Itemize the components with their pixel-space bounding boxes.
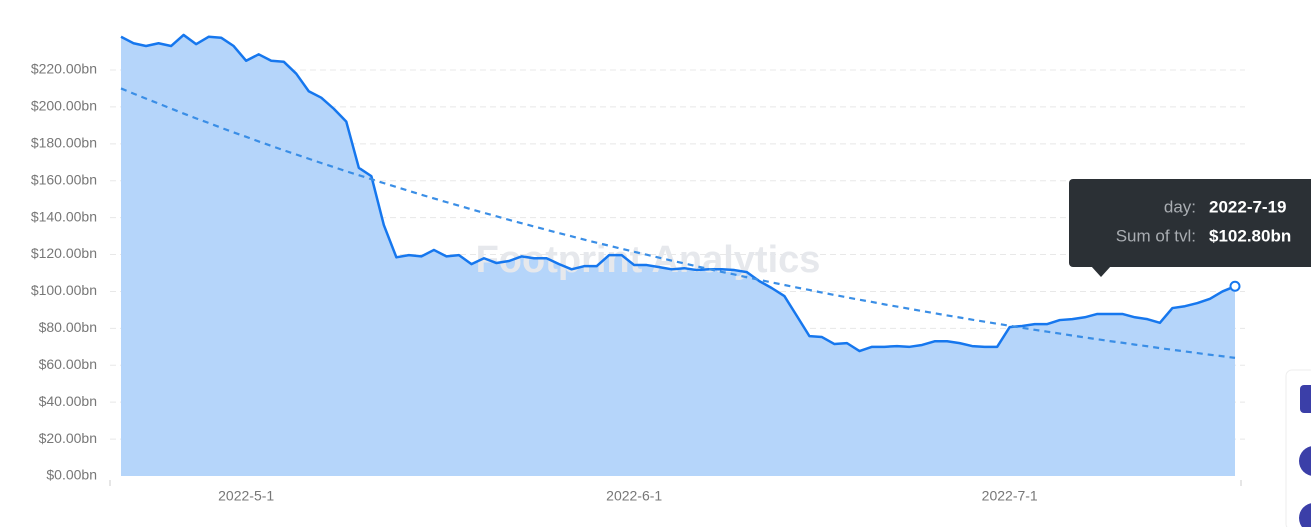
y-tick-label: $40.00bn bbox=[39, 393, 97, 409]
tooltip-value-label: Sum of tvl: bbox=[1116, 226, 1196, 245]
watermark: Footprint Analytics bbox=[476, 239, 821, 281]
tooltip-arrow bbox=[1091, 266, 1111, 277]
y-tick-label: $20.00bn bbox=[39, 430, 97, 446]
y-tick-label: $140.00bn bbox=[31, 208, 97, 224]
y-tick-label: $100.00bn bbox=[31, 282, 97, 298]
tooltip-day: 2022-7-19 bbox=[1209, 197, 1287, 216]
y-tick-label: $200.00bn bbox=[31, 98, 97, 114]
line bbox=[120, 33, 1236, 353]
y-tick-label: $60.00bn bbox=[39, 356, 97, 372]
tooltip-value: $102.80bn bbox=[1209, 226, 1291, 245]
tooltip-box bbox=[1069, 179, 1311, 267]
side-icon[interactable] bbox=[1299, 446, 1311, 476]
highlight-point bbox=[1229, 280, 1241, 292]
x-tick-label: 2022-5-1 bbox=[218, 488, 274, 504]
side-icon[interactable] bbox=[1300, 385, 1311, 413]
tooltip: day: 2022-7-19 Sum of tvl: $102.80bn bbox=[1069, 179, 1311, 277]
side-icons bbox=[1285, 369, 1311, 527]
side-icon[interactable] bbox=[1299, 503, 1311, 527]
y-tick-label: $80.00bn bbox=[39, 319, 97, 335]
trend-line bbox=[120, 87, 1236, 359]
y-tick-label: $180.00bn bbox=[31, 135, 97, 151]
tooltip-day-label: day: bbox=[1164, 197, 1196, 216]
y-tick-label: $220.00bn bbox=[31, 61, 97, 77]
x-tick-label: 2022-7-1 bbox=[982, 488, 1038, 504]
y-tick-label: $120.00bn bbox=[31, 245, 97, 261]
y-tick-label: $0.00bn bbox=[46, 467, 97, 483]
area bbox=[121, 34, 1235, 476]
y-tick-label: $160.00bn bbox=[31, 171, 97, 187]
x-tick-label: 2022-6-1 bbox=[606, 488, 662, 504]
